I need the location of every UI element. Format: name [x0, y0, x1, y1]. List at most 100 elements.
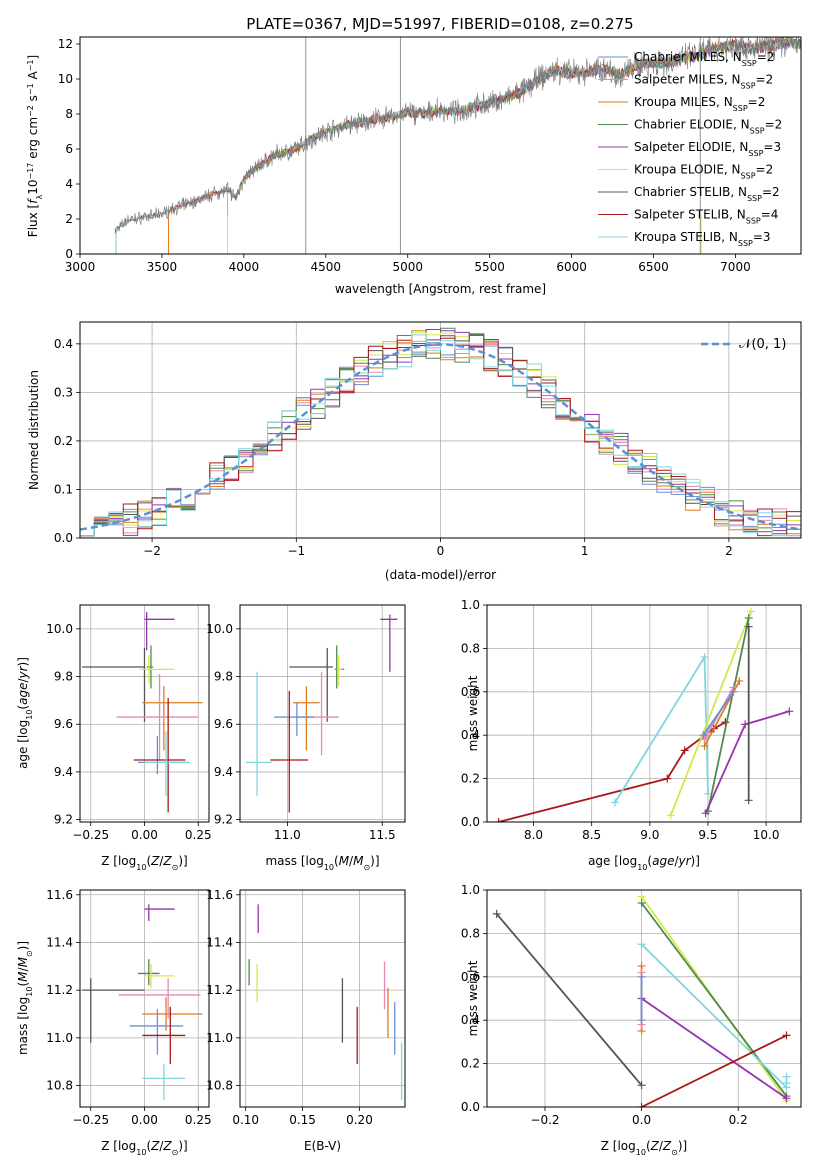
panel-weight_vs_age: 8.0 8.5 9.0 9.5 10.0 0.0 0.2 0.4 0.6 0.8 1.0 mass w… [461, 598, 802, 872]
y-tick-label: 0.8 [461, 926, 480, 940]
x-axis-label: E(B-V) [304, 1139, 341, 1153]
errorbar-chabrier_elodie [138, 959, 160, 986]
errorbar-salpeter_miles [296, 671, 339, 756]
x-tick-label: 11.0 [274, 828, 301, 842]
errorbar-salpeter_miles [118, 978, 201, 1019]
series-marker [735, 676, 744, 685]
series-kroupa_elodie [666, 607, 755, 820]
x-tick-label: 0.25 [185, 1113, 212, 1127]
legend-label-salpeter_elodie: Salpeter ELODIE, NSSP=3 [634, 140, 781, 158]
series-marker [700, 735, 709, 744]
series-chabrier_stelib [492, 909, 646, 1090]
x-tick-label: 11.5 [369, 828, 396, 842]
axes-frame [239, 604, 406, 823]
legend: Chabrier MILES, NSSP=2 Salpeter MILES, NS… [598, 50, 782, 248]
series-marker [785, 707, 794, 716]
x-tick-label: 0.20 [346, 1113, 373, 1127]
series-marker [782, 1094, 791, 1103]
series-line [703, 680, 741, 747]
panel-age_vs_Z: −0.25 0.00 0.25 9.2 9.4 9.6 9.8 10.0 Z [log10(Z/… [16, 604, 212, 872]
y-tick-label: 1.0 [461, 598, 480, 612]
y-axis-label: age [log10(age/yr)] [16, 657, 34, 769]
panel-mass_vs_ebv: 0.10 0.15 0.20 10.8 11.0 11.2 11.4 11.6 E(B-V) [206, 888, 406, 1153]
errorbar-kroupa_stelib [142, 1064, 186, 1100]
series-marker [701, 809, 710, 818]
errorbar-chabrier_stelib [289, 647, 333, 722]
y-tick-label: 9.6 [214, 717, 233, 731]
errorbar-chabrier_miles [138, 736, 186, 775]
x-tick-label: 0.2 [729, 1113, 748, 1127]
y-tick-label: 2 [65, 212, 73, 226]
legend-label-kroupa_stelib: Kroupa STELIB, NSSP=3 [634, 230, 771, 248]
x-tick-label: 8.0 [524, 828, 543, 842]
y-tick-label: 9.4 [214, 765, 233, 779]
x-tick-label: 0.00 [131, 1113, 158, 1127]
y-tick-label: 11.2 [206, 983, 233, 997]
errorbar-salpeter_stelib [133, 698, 186, 813]
legend: 𝒩(0, 1) [701, 337, 786, 352]
x-tick-label: 2 [725, 544, 733, 558]
y-tick-label: 11.0 [46, 1031, 73, 1045]
y-tick-label: 0.0 [461, 815, 480, 829]
x-tick-label: 5500 [474, 260, 505, 274]
y-tick-label: 11.6 [46, 888, 73, 902]
series-line [669, 611, 752, 816]
series-salpeter_elodie [637, 994, 791, 1103]
series-marker [637, 972, 646, 981]
y-axis-label: Flux [fλ10−17 erg cm−2 s−1 A−1] [26, 55, 44, 237]
figure-title: PLATE=0367, MJD=51997, FIBERID=0108, z=0… [246, 15, 633, 33]
errorbar-chabrier_miles [129, 1009, 184, 1055]
x-tick-label: 0 [437, 544, 445, 558]
series-marker [782, 1031, 791, 1040]
y-tick-label: 9.2 [54, 813, 73, 827]
y-tick-label: 8 [65, 107, 73, 121]
y-tick-label: 0.3 [54, 385, 73, 399]
marks-mass_vs_ebv [248, 904, 403, 1100]
series-marker [637, 1081, 646, 1090]
normal-curve [80, 343, 801, 531]
series-marker [680, 746, 689, 755]
errorbar-salpeter_stelib [270, 690, 309, 813]
x-axis-label: (data-model)/error [385, 568, 496, 582]
y-tick-label: 10.8 [206, 1079, 233, 1093]
y-tick-label: 11.0 [206, 1031, 233, 1045]
y-tick-label: 1.0 [461, 883, 480, 897]
x-tick-label: 8.5 [582, 828, 601, 842]
series-kroupa_stelib [782, 1072, 791, 1088]
x-tick-label: 6500 [638, 260, 669, 274]
series-marker [746, 607, 755, 616]
legend-label-chabrier_miles: Chabrier MILES, NSSP=2 [634, 50, 774, 68]
y-tick-label: 9.8 [214, 670, 233, 684]
y-tick-label: 9.8 [54, 670, 73, 684]
y-tick-label: 0.2 [461, 1057, 480, 1071]
errorbar-chabrier_elodie [334, 645, 345, 689]
x-axis-label: age [log10(age/yr)] [588, 854, 700, 872]
y-tick-label: 0.2 [461, 772, 480, 786]
x-tick-label: 4500 [311, 260, 342, 274]
legend-label-chabrier_elodie: Chabrier ELODIE, NSSP=2 [634, 118, 782, 136]
errorbar-chabrier_stelib [82, 647, 146, 722]
grid-weight_vs_age [487, 604, 801, 823]
series-marker [703, 789, 712, 798]
errorbar-kroupa_stelib [144, 731, 190, 796]
legend-label-salpeter_stelib: Salpeter STELIB, NSSP=4 [634, 208, 778, 226]
errorbar-salpeter_elodie [144, 612, 175, 651]
series-marker [729, 687, 738, 696]
x-tick-label: 3500 [147, 260, 178, 274]
series-marker [494, 818, 503, 822]
series-marker [782, 1079, 791, 1088]
axes-frame [239, 889, 406, 1108]
errorbar-salpeter_miles [116, 674, 199, 760]
x-axis-label: Z [log10(Z/Z⊙)] [101, 1139, 187, 1157]
x-tick-label: 1 [581, 544, 589, 558]
panel-spectrum: 3000 3500 4000 4500 5000 5500 6000 6500 7000 0 2 4 6… [26, 36, 802, 296]
marks-weight_vs_age [494, 607, 794, 822]
series-marker [744, 622, 753, 631]
x-tick-label: 0.10 [232, 1113, 259, 1127]
series-marker [610, 798, 619, 807]
series-line [641, 1034, 787, 1107]
series-marker [637, 940, 646, 949]
y-tick-label: 0.2 [54, 434, 73, 448]
marks-residuals [80, 327, 801, 537]
errorbar-chabrier_stelib [82, 978, 145, 1043]
